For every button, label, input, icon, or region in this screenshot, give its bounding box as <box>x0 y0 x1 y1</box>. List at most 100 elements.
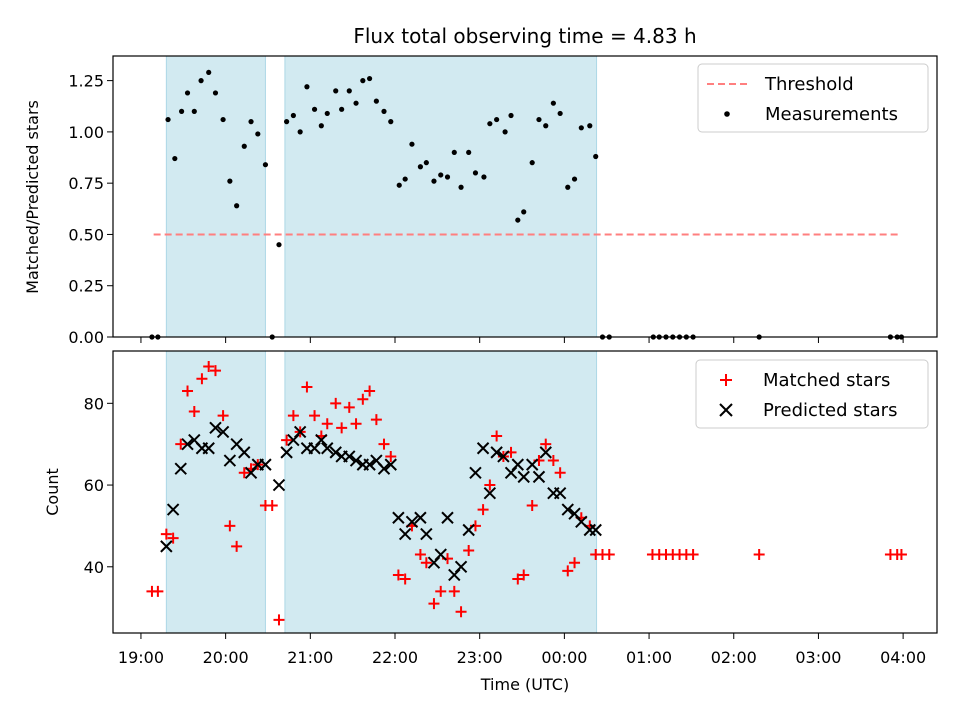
bottom-legend: Matched stars Predicted stars <box>695 359 929 429</box>
x-tick-label: 19:00 <box>118 648 164 667</box>
predicted-star-point <box>434 548 447 561</box>
predicted-star-point <box>160 540 173 553</box>
measurement-point <box>481 174 487 180</box>
matched-star-point <box>188 405 200 417</box>
measurement-point <box>423 160 429 166</box>
y-tick-label: 0.25 <box>68 277 104 296</box>
measurement-point <box>304 84 310 90</box>
measurement-point <box>543 123 549 129</box>
chart-title: Flux total observing time = 4.83 h <box>353 24 696 48</box>
matched-star-point <box>203 361 215 373</box>
measurement-point <box>367 75 373 82</box>
matched-star-point <box>455 606 467 618</box>
matched-star-point <box>448 585 460 597</box>
predicted-star-point <box>392 511 405 524</box>
predicted-star-point <box>202 442 215 455</box>
predicted-star-point <box>321 442 334 455</box>
predicted-star-point <box>539 446 552 459</box>
observing-window <box>165 55 266 338</box>
predicted-star-point <box>441 511 454 524</box>
measurement-point <box>290 112 296 119</box>
predicted-star-point <box>483 487 497 500</box>
measurement-point <box>172 155 178 162</box>
observing-window <box>165 350 266 634</box>
x-tick-label: 00:00 <box>541 648 587 667</box>
x-tick-label: 02:00 <box>711 648 757 667</box>
matched-star-point <box>385 450 397 462</box>
measurement-point <box>578 125 584 131</box>
matched-star-point <box>603 549 615 561</box>
measurement-point <box>402 176 408 182</box>
matched-star-point <box>238 467 250 479</box>
measurement-point <box>515 217 521 223</box>
predicted-star-point <box>532 470 546 484</box>
matched-star-point <box>217 410 229 422</box>
matched-star-point <box>518 569 530 581</box>
predicted-star-point <box>553 487 567 500</box>
matched-star-point <box>321 418 333 430</box>
top-panel-frame <box>112 55 938 338</box>
top-panel-ylabel: Matched/Predicted stars <box>23 100 42 294</box>
matched-star-point <box>491 430 503 442</box>
matched-star-point <box>526 499 538 511</box>
measurement-point <box>248 119 254 125</box>
measurement-point <box>565 184 571 190</box>
predicted-star-point <box>259 458 272 471</box>
measurement-point <box>458 184 464 190</box>
top-legend-frame <box>697 63 929 133</box>
matched-star-point <box>562 565 574 577</box>
matched-star-point <box>336 422 348 434</box>
matched-star-point <box>301 381 313 393</box>
predicted-star-point <box>363 458 376 471</box>
measurement-point <box>409 141 415 147</box>
matched-star-point <box>435 585 447 597</box>
legend-measurements-swatch <box>724 111 730 117</box>
matched-star-point <box>182 385 194 397</box>
measurement-point <box>324 110 330 117</box>
x-tick-label: 20:00 <box>203 648 249 667</box>
bottom-panel-ylabel: Count <box>43 468 62 516</box>
predicted-star-point <box>405 515 419 529</box>
predicted-star-point <box>462 523 475 537</box>
legend-threshold-label: Threshold <box>764 74 854 95</box>
matched-star-point <box>378 438 390 450</box>
x-tick-label: 21:00 <box>287 648 333 667</box>
legend-measurements-label: Measurements <box>765 104 898 125</box>
predicted-star-point <box>238 446 251 459</box>
x-tick-label: 22:00 <box>372 648 418 667</box>
measurement-point <box>451 149 457 156</box>
matched-star-point <box>273 614 285 626</box>
measurement-point <box>508 112 514 119</box>
matched-star-point <box>392 569 404 581</box>
measurement-point <box>529 160 535 166</box>
legend-matched-label: Matched stars <box>763 370 890 391</box>
matched-star-point <box>370 414 382 426</box>
predicted-star-point <box>497 450 510 463</box>
matched-star-point <box>540 438 552 450</box>
measurement-point <box>438 172 444 178</box>
y-tick-label: 60 <box>84 476 104 495</box>
measurement-point <box>255 131 261 137</box>
matched-star-point <box>477 504 489 516</box>
predicted-star-point <box>315 433 328 447</box>
matched-star-point <box>463 544 475 556</box>
measurement-point <box>165 116 171 123</box>
y-tick-label: 1.00 <box>68 123 104 142</box>
predicted-star-point <box>349 454 363 467</box>
predicted-star-point <box>476 442 490 455</box>
measurement-point <box>206 69 212 76</box>
measurement-point <box>241 143 247 149</box>
matched-star-point <box>167 532 179 544</box>
measurement-point <box>557 110 563 117</box>
measurement-point <box>284 119 290 125</box>
measurement-point <box>234 203 240 209</box>
predicted-star-point <box>414 511 427 524</box>
measurement-point <box>571 176 578 182</box>
measurement-point <box>536 116 542 123</box>
matched-star-point <box>196 373 208 385</box>
measurement-point <box>178 108 185 114</box>
measurement-point <box>444 174 451 180</box>
matched-star-point <box>428 598 440 610</box>
matched-star-point <box>281 434 293 446</box>
